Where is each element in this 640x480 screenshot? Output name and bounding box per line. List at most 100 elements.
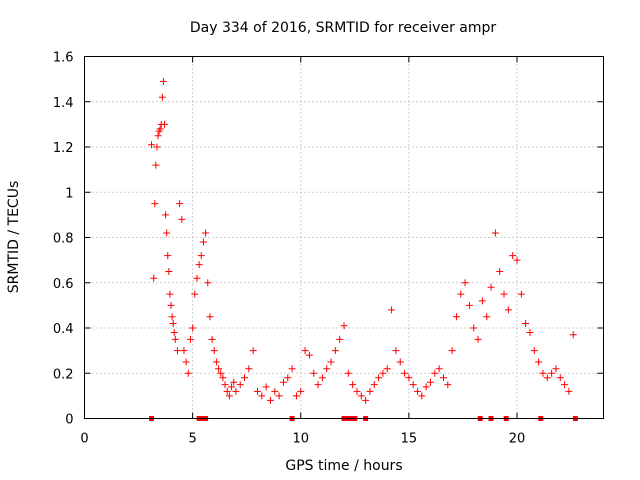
data-point	[170, 329, 178, 337]
data-point	[504, 306, 512, 314]
data-point	[517, 290, 525, 298]
data-point	[154, 132, 162, 140]
data-point	[452, 313, 460, 321]
x-axis-label: GPS time / hours	[285, 458, 402, 474]
data-point	[561, 381, 569, 389]
data-point	[362, 396, 370, 404]
data-point	[151, 200, 159, 208]
data-point	[552, 365, 560, 373]
data-point	[199, 238, 207, 246]
data-point	[357, 392, 365, 400]
data-point	[314, 381, 322, 389]
data-point	[522, 319, 530, 327]
data-point	[169, 319, 177, 327]
data-point	[284, 374, 292, 382]
data-point	[422, 383, 430, 391]
data-point	[565, 387, 573, 395]
data-point	[535, 358, 543, 366]
data-point	[297, 387, 305, 395]
data-point	[444, 381, 452, 389]
data-point	[344, 369, 352, 377]
data-point	[435, 365, 443, 373]
x-tick-label: 10	[292, 432, 309, 447]
data-point	[208, 335, 216, 343]
data-point	[431, 369, 439, 377]
data-point	[457, 290, 465, 298]
data-point	[318, 374, 326, 382]
data-point	[392, 347, 400, 355]
data-point	[327, 358, 335, 366]
data-point	[530, 347, 538, 355]
data-point	[166, 290, 174, 298]
x-tick-label: 0	[80, 432, 88, 447]
data-point	[379, 369, 387, 377]
y-tick-label: 0.4	[53, 322, 74, 337]
data-point	[556, 374, 564, 382]
data-point	[167, 301, 175, 309]
data-point	[217, 369, 225, 377]
data-point	[465, 301, 473, 309]
data-point	[184, 369, 192, 377]
data-point	[491, 229, 499, 237]
data-point	[158, 93, 166, 101]
data-point	[193, 274, 201, 282]
y-tick-label: 0	[65, 413, 73, 428]
data-point	[401, 369, 409, 377]
data-point	[180, 347, 188, 355]
data-point	[487, 283, 495, 291]
chart-title: Day 334 of 2016, SRMTID for receiver amp…	[190, 20, 497, 36]
data-point	[271, 387, 279, 395]
data-point	[266, 396, 274, 404]
data-point	[340, 322, 348, 330]
data-point	[370, 381, 378, 389]
data-point	[310, 369, 318, 377]
data-point	[241, 374, 249, 382]
data-point	[275, 392, 283, 400]
data-point	[162, 211, 170, 219]
data-point	[543, 374, 551, 382]
axis-ticks: 0 0.2 0.4 0.6 0.8 1 1.2 1.4 1.6 0 5 10 15 20	[53, 51, 604, 447]
data-point	[383, 365, 391, 373]
data-point	[178, 215, 186, 223]
data-point	[176, 200, 184, 208]
data-point	[366, 387, 374, 395]
y-tick-label: 1.2	[53, 141, 74, 156]
data-point	[513, 256, 521, 264]
data-point	[375, 374, 383, 382]
data-point	[189, 324, 197, 332]
data-point	[427, 378, 434, 386]
data-point	[292, 392, 300, 400]
data-point	[548, 369, 556, 377]
data-point	[210, 347, 218, 355]
data-point	[461, 279, 469, 287]
data-point	[173, 347, 181, 355]
y-axis-label: SRMTID / TECUs	[6, 181, 22, 294]
data-point	[148, 141, 156, 149]
data-point	[156, 125, 164, 133]
data-point	[195, 261, 203, 269]
data-point	[509, 252, 517, 260]
y-tick-label: 1.4	[53, 96, 74, 111]
data-point	[448, 347, 456, 355]
data-point	[396, 358, 404, 366]
data-point	[150, 274, 158, 282]
data-point	[353, 387, 361, 395]
data-point	[414, 387, 422, 395]
data-point	[159, 77, 167, 85]
data-point	[258, 392, 266, 400]
data-point	[152, 161, 160, 169]
data-point	[496, 267, 504, 275]
data-point	[191, 290, 199, 298]
data-point	[230, 378, 238, 386]
data-point	[228, 383, 236, 391]
data-point	[168, 313, 176, 321]
y-tick-label: 1.6	[53, 51, 74, 66]
data-point	[474, 335, 482, 343]
data-point	[262, 383, 270, 391]
x-tick-label: 15	[401, 432, 418, 447]
data-point	[301, 347, 309, 355]
data-point	[164, 252, 172, 260]
data-point	[483, 313, 491, 321]
data-point	[569, 331, 577, 339]
